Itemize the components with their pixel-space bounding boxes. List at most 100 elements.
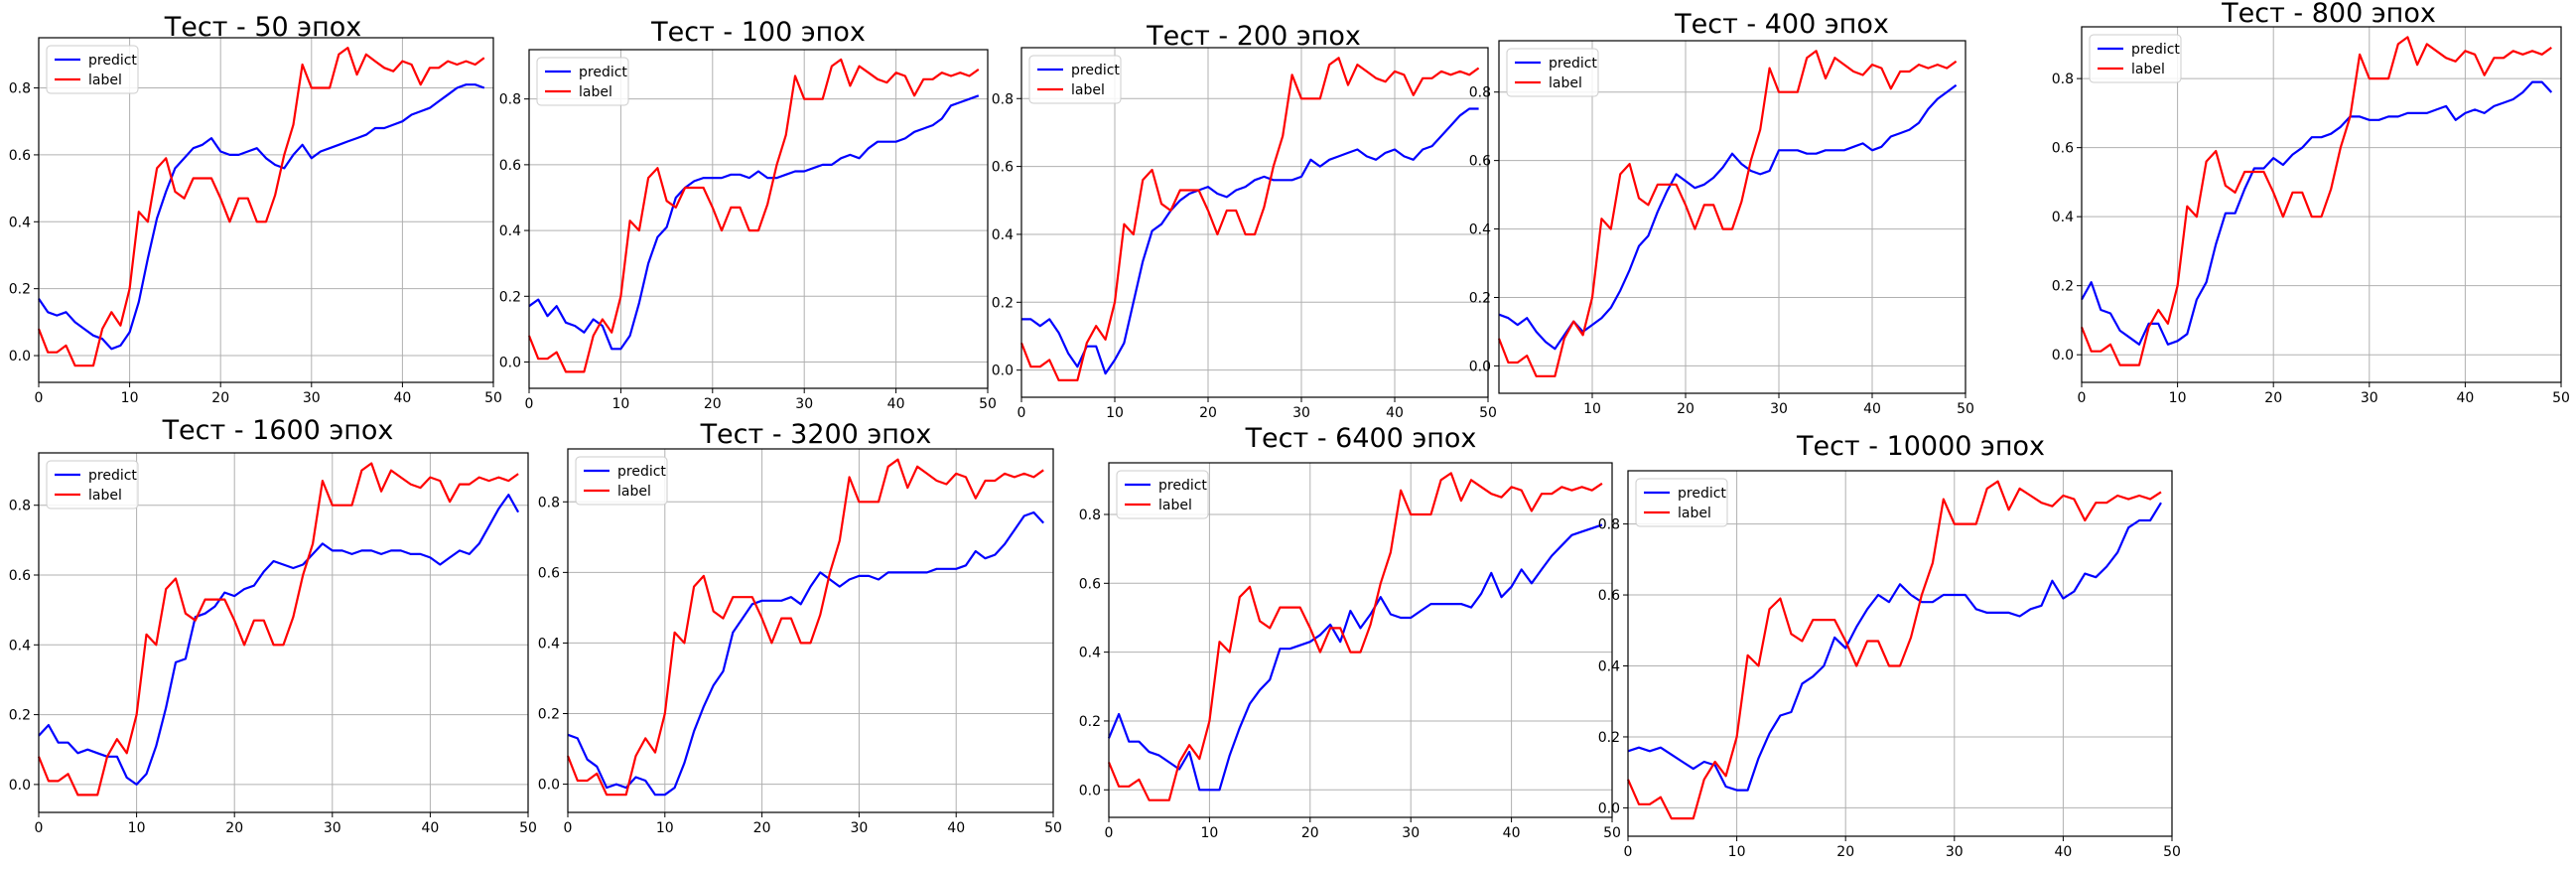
x-tick-label: 30 — [1946, 844, 1964, 860]
legend-box — [1116, 470, 1209, 519]
legend: predict label — [2089, 34, 2182, 83]
legend-label-label: label — [1549, 75, 1582, 91]
y-tick-label: 0.2 — [9, 282, 31, 298]
y-tick-label: 0.8 — [1079, 508, 1101, 523]
legend-label-label: label — [617, 484, 651, 500]
legend-box — [536, 57, 629, 106]
y-tick-label: 0.6 — [1469, 154, 1491, 170]
legend-label-label: label — [1678, 506, 1711, 521]
x-tick-label: 40 — [2456, 390, 2474, 406]
legend: predict label — [536, 57, 629, 106]
axes-frame — [528, 49, 989, 389]
y-tick-label: 0.8 — [2052, 72, 2074, 87]
y-tick-label: 0.6 — [1079, 576, 1101, 592]
chart-panel: Тест - 400 эпох 10 20 30 40 50 0.0 0.2 0.4 0.6 0.8… — [1469, 9, 1974, 417]
axes-frame — [1108, 462, 1613, 818]
y-tick-label: 0.0 — [1079, 783, 1101, 798]
x-tick-label: 50 — [2163, 844, 2181, 860]
x-tick-label: 0 — [1624, 844, 1633, 860]
y-tick-label: 0.0 — [499, 356, 521, 371]
x-tick-label: 20 — [1199, 405, 1217, 421]
x-tick-label: 50 — [979, 396, 997, 412]
x-tick-label: 20 — [704, 396, 722, 412]
x-tick-label: 40 — [2054, 844, 2072, 860]
legend-label-label: label — [579, 84, 612, 100]
legend: predict label — [46, 45, 139, 94]
series-line-label — [1019, 57, 1480, 381]
x-tick-label: 30 — [795, 396, 813, 412]
x-tick-label: 30 — [1770, 401, 1788, 417]
x-tick-label: 20 — [753, 820, 771, 836]
chart-title: Тест - 3200 эпох — [700, 419, 932, 450]
legend-label-label: label — [2131, 62, 2165, 77]
chart-title: Тест - 200 эпох — [1146, 21, 1361, 52]
series-line-label — [37, 462, 519, 797]
series-line-label — [1107, 472, 1603, 801]
y-tick-label: 0.0 — [1469, 359, 1491, 374]
axes-frame — [38, 37, 494, 383]
x-tick-label: 10 — [1106, 405, 1124, 421]
x-tick-label: 0 — [35, 820, 44, 836]
x-tick-label: 0 — [564, 820, 573, 836]
legend-label-predict: predict — [579, 65, 627, 80]
chart-title: Тест - 100 эпох — [650, 17, 866, 48]
y-tick-label: 0.0 — [2052, 348, 2074, 363]
chart-panel: Тест - 100 эпох 0 10 20 30 40 50 0.0 0.2 0.4 0.6 0.… — [499, 17, 997, 412]
x-tick-label: 20 — [1301, 825, 1319, 841]
legend: predict label — [1116, 470, 1209, 519]
x-tick-label: 10 — [656, 820, 674, 836]
chart-panel: Тест - 10000 эпох 0 10 20 30 40 50 0.0 0.2 0.4 0.6… — [1598, 431, 2181, 860]
y-tick-label: 0.6 — [9, 148, 31, 164]
chart-panel: Тест - 200 эпох 0 10 20 30 40 50 0.0 0.2 0.4 0.6 0.… — [992, 21, 1497, 421]
y-tick-label: 0.2 — [1079, 714, 1101, 730]
axes-frame — [567, 448, 1054, 813]
series-line-predict — [2081, 80, 2553, 346]
y-tick-label: 0.2 — [9, 708, 31, 724]
series-line-predict — [1627, 502, 2162, 792]
y-tick-label: 0.4 — [538, 636, 560, 652]
x-tick-label: 40 — [393, 390, 411, 406]
axes-frame — [38, 452, 529, 813]
legend-box — [1635, 478, 1728, 527]
y-tick-label: 0.6 — [1598, 588, 1620, 604]
chart-title: Тест - 6400 эпох — [1245, 423, 1477, 454]
series-line-predict — [528, 94, 980, 351]
x-tick-label: 0 — [35, 390, 44, 406]
y-tick-label: 0.0 — [1598, 800, 1620, 816]
x-tick-label: 10 — [1728, 844, 1746, 860]
chart-panel: Тест - 3200 эпох 0 10 20 30 40 50 0.0 0.2 0.4 0.6 0… — [538, 419, 1062, 836]
legend-box — [46, 45, 139, 94]
x-tick-label: 50 — [1479, 405, 1497, 421]
legend-box — [46, 460, 139, 509]
series-line-label — [2080, 36, 2552, 366]
y-tick-label: 0.8 — [992, 91, 1014, 107]
x-tick-label: 30 — [1292, 405, 1310, 421]
series-line-predict — [567, 510, 1045, 797]
y-tick-label: 0.8 — [1469, 85, 1491, 101]
x-tick-label: 0 — [2078, 390, 2087, 406]
y-tick-label: 0.2 — [2052, 279, 2074, 295]
x-tick-label: 30 — [1402, 825, 1420, 841]
legend-box — [1506, 48, 1599, 97]
chart-panel: Тест - 800 эпох 0 10 20 30 40 50 0.0 0.2 0.4 0.6 0.… — [2052, 0, 2570, 406]
y-tick-label: 0.4 — [9, 215, 31, 230]
axes-frame — [1627, 470, 2173, 837]
x-tick-label: 40 — [887, 396, 905, 412]
x-tick-label: 20 — [1836, 844, 1854, 860]
series-line-label — [37, 46, 485, 367]
x-tick-label: 10 — [2169, 390, 2187, 406]
y-tick-label: 0.4 — [1598, 659, 1620, 675]
y-tick-label: 0.6 — [992, 160, 1014, 176]
x-tick-label: 50 — [519, 820, 537, 836]
legend-label-label: label — [1071, 82, 1105, 98]
x-tick-label: 40 — [421, 820, 439, 836]
y-tick-label: 0.2 — [499, 289, 521, 305]
x-tick-label: 10 — [1200, 825, 1218, 841]
y-tick-label: 0.6 — [499, 158, 521, 174]
legend: predict label — [46, 460, 139, 509]
y-tick-label: 0.2 — [992, 295, 1014, 311]
legend-label-predict: predict — [2131, 42, 2180, 58]
x-tick-label: 30 — [850, 820, 868, 836]
x-tick-label: 30 — [2361, 390, 2378, 406]
